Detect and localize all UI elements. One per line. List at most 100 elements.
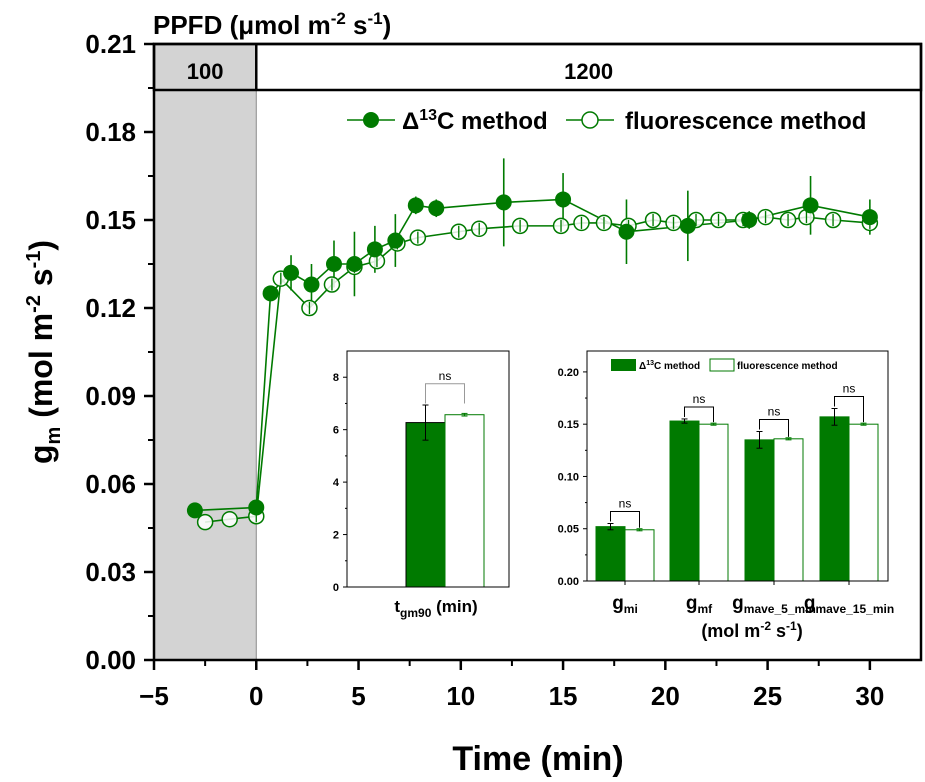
y-axis-title: gm (mol m-2 s-1) <box>23 240 65 464</box>
legend-marker-filled-circle-icon <box>363 112 379 128</box>
inset2-ns-label: ns <box>843 382 856 396</box>
inset2-bar-fluorescence <box>848 423 879 582</box>
data-point-delta13c <box>802 197 819 214</box>
inset1-x-label: tgm90 (min) <box>394 597 477 620</box>
data-point-fluorescence <box>221 510 238 528</box>
data-point-delta13c <box>428 200 445 217</box>
inset1-ns-label: ns <box>439 369 452 383</box>
legend-label-fluorescence: fluorescence method <box>625 108 866 135</box>
inset-tgm90-bar-chart: ns 0 2 4 6 8 tgm90 (min) <box>313 350 510 621</box>
ppfd-header-title: PPFD (μmol m-2 s-1) <box>153 9 391 40</box>
inset2-legend-label-delta13c: Δ13C method <box>639 360 700 372</box>
inset1-y-ticks: 0 2 4 6 8 <box>333 372 347 594</box>
data-point-fluorescence <box>196 513 214 531</box>
x-axis-ticks: −5 0 5 10 15 20 25 30 <box>139 660 884 711</box>
inset2-y-ticks: 0.00 0.05 0.10 0.15 0.20 <box>558 367 587 588</box>
inset2-significance-bracket <box>610 511 640 528</box>
inset1-y-tick-label: 2 <box>333 530 339 542</box>
data-point-delta13c <box>346 256 363 272</box>
inset2-x-axis-title: (mol m-2 s-1) <box>701 619 802 641</box>
y-axis-ticks: 0.00 0.03 0.06 0.09 0.12 0.15 0.18 0.21 <box>85 29 154 675</box>
x-tick-label: −5 <box>139 681 169 711</box>
inset2-bar-fluorescence <box>698 423 729 582</box>
y-tick-label: 0.00 <box>85 645 136 675</box>
y-tick-label: 0.03 <box>85 557 136 587</box>
data-point-delta13c <box>741 212 758 228</box>
data-point-delta13c <box>861 209 878 226</box>
x-tick-label: 15 <box>549 681 578 711</box>
data-point-delta13c <box>407 197 424 214</box>
data-point-delta13c <box>283 264 300 281</box>
inset2-significance-bracket <box>834 396 864 423</box>
ppfd-label-100: 100 <box>187 59 224 84</box>
inset1-frame <box>346 350 510 588</box>
data-point-delta13c <box>618 223 635 240</box>
inset2-legend-filled-swatch-icon <box>611 359 636 371</box>
inset2-bar-delta13c <box>595 526 626 582</box>
y-tick-label: 0.15 <box>85 205 136 235</box>
inset2-y-tick-label: 0.10 <box>558 471 579 483</box>
inset2-significance-bracket <box>759 419 789 437</box>
inset2-legend-open-swatch-icon <box>709 358 735 372</box>
y-tick-label: 0.06 <box>85 469 136 499</box>
inset2-legend-label-fluorescence: fluorescence method <box>737 361 838 372</box>
y-tick-label: 0.09 <box>85 381 136 411</box>
data-markers <box>186 191 879 531</box>
legend-label-delta13c: Δ13C method <box>402 107 548 135</box>
inset2-legend: Δ13C method fluorescence method <box>611 358 838 372</box>
y-tick-label: 0.12 <box>85 293 136 323</box>
legend-marker-open-circle-icon <box>581 111 599 129</box>
inset2-y-tick-label: 0.00 <box>558 576 579 588</box>
inset1-y-tick-label: 0 <box>333 582 339 594</box>
inset1-y-tick-label: 4 <box>333 477 340 489</box>
inset2-y-tick-label: 0.05 <box>558 524 579 536</box>
inset2-significance-bracket <box>684 406 714 423</box>
x-tick-label: 25 <box>753 681 782 711</box>
x-tick-label: 5 <box>351 681 365 711</box>
ppfd-band <box>152 42 923 92</box>
inset2-category-label: gmf <box>686 593 713 616</box>
inset2-category-label: gmave_15_min <box>804 593 894 616</box>
x-tick-label: 0 <box>249 681 263 711</box>
data-point-delta13c <box>387 232 404 249</box>
x-tick-label: 30 <box>855 681 884 711</box>
inset2-bar-delta13c <box>669 420 700 582</box>
x-tick-label: 20 <box>651 681 680 711</box>
inset2-category-label: gmave_5_min <box>732 593 816 616</box>
inset2-ns-label: ns <box>619 497 632 511</box>
inset1-significance-bracket <box>425 383 465 404</box>
main-legend: Δ13C method fluorescence method <box>347 107 866 135</box>
data-point-delta13c <box>555 191 572 208</box>
x-axis-title: Time (min) <box>452 740 623 778</box>
data-point-delta13c <box>325 256 342 272</box>
inset1-bar-delta13c <box>405 422 446 588</box>
inset2-frame <box>586 350 889 582</box>
inset2-ns-label: ns <box>768 405 781 419</box>
inset1-y-tick-label: 6 <box>333 425 339 437</box>
inset2-ns-label: ns <box>693 392 706 406</box>
inset2-bars: ns ns ns ns <box>595 382 879 585</box>
data-point-delta13c <box>366 241 383 258</box>
inset2-y-tick-label: 0.15 <box>558 419 579 431</box>
inset2-y-tick-label: 0.20 <box>558 367 579 379</box>
inset2-bar-delta13c <box>819 416 850 582</box>
y-tick-label: 0.18 <box>85 117 136 147</box>
inset2-bar-fluorescence <box>773 438 804 582</box>
inset2-bar-fluorescence <box>624 529 655 582</box>
inset1-bar-fluorescence <box>444 414 485 588</box>
data-point-delta13c <box>495 194 512 211</box>
x-tick-label: 10 <box>446 681 475 711</box>
ppfd-label-1200: 1200 <box>564 59 613 84</box>
y-tick-label: 0.21 <box>85 29 136 59</box>
data-point-delta13c <box>248 499 265 516</box>
data-point-delta13c <box>303 276 320 293</box>
data-point-delta13c <box>679 217 696 234</box>
inset1-y-tick-label: 8 <box>333 372 339 384</box>
data-point-delta13c <box>186 502 203 519</box>
inset2-category-label: gmi <box>612 593 638 616</box>
data-point-delta13c <box>262 285 279 302</box>
inset2-bar-delta13c <box>744 439 775 582</box>
low-light-shaded-region <box>154 44 257 660</box>
